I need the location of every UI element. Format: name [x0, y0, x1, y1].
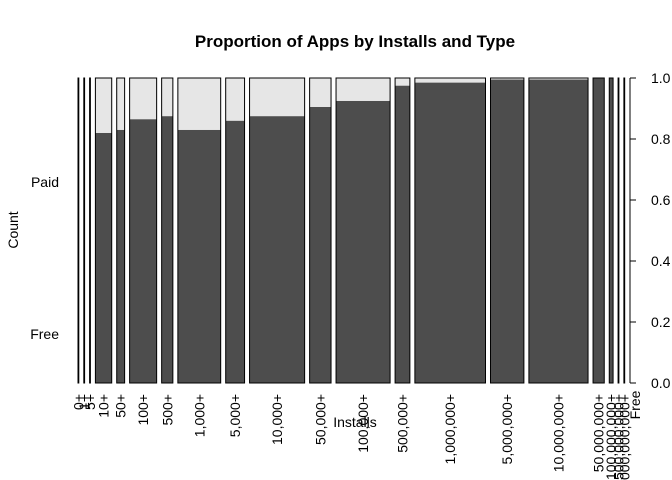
x-tick-label: 5+	[82, 394, 98, 410]
x-tick-label: 5,000+	[227, 394, 243, 437]
bar-outline-100000000	[608, 77, 614, 384]
x-tick-label: 100,000+	[355, 394, 371, 453]
x-tick-label: 10+	[96, 394, 112, 418]
x-tick-label: 500,000,000+	[610, 394, 626, 480]
bar-outline-50	[116, 77, 126, 384]
x-tick-label: 100,000,000+	[603, 394, 619, 480]
right-axis-side-label: Free	[627, 390, 643, 419]
bar-free-5000	[225, 120, 245, 383]
bar-outline-1000000	[414, 77, 486, 384]
bar-paid-500000	[395, 78, 410, 86]
chart-title: Proportion of Apps by Installs and Type	[195, 32, 515, 51]
bar-outline-500	[161, 77, 174, 384]
bar-outline-1	[83, 77, 86, 384]
bar-outline-10000	[249, 77, 306, 384]
level-label-paid: Paid	[31, 174, 59, 190]
right-axis-tick-label: 1.0	[651, 70, 671, 86]
x-tick-label: 1,000,000+	[442, 394, 458, 464]
bar-outline-100	[129, 77, 158, 384]
bar-outline-1000000000	[623, 77, 626, 384]
x-tick-label: 1,000,000,000+	[616, 394, 632, 480]
x-tick-label: 1+	[76, 394, 92, 410]
right-axis-tick-label: 0.4	[651, 253, 671, 269]
x-tick-label: 0+	[70, 394, 86, 410]
bar-paid-100	[129, 78, 157, 120]
bar-outline-500000000	[617, 77, 620, 384]
x-tick-label: 5,000,000+	[499, 394, 515, 464]
bar-outline-50000000	[592, 77, 605, 384]
x-tick-label: 100+	[135, 394, 151, 426]
y-axis-title: Count	[5, 211, 21, 248]
bar-free-50000000	[593, 78, 605, 383]
x-tick-label: 500+	[159, 394, 175, 426]
x-tick-labels: 0+1+5+10+ 50+ 100+ 500+ 1,000+ 5,000+ 10,000+ 5…	[70, 394, 632, 480]
bar-free-500000	[395, 85, 410, 383]
bar-paid-50	[116, 78, 125, 130]
bar-paid-100000	[336, 78, 391, 101]
bar-free-50	[116, 129, 125, 383]
bar-paid-10000	[249, 78, 305, 117]
bar-free-500	[161, 116, 173, 383]
bar-outline-10000000	[528, 77, 589, 384]
bar-free-10000	[249, 116, 305, 383]
bar-outline-0	[77, 77, 80, 384]
bar-free-100000000	[609, 78, 614, 383]
bar-outline-5000000	[489, 77, 525, 384]
bar-paid-10	[95, 78, 112, 133]
right-axis-tick-label: 0.6	[651, 192, 671, 208]
bars-group	[77, 77, 626, 384]
bar-paid-1000	[177, 78, 221, 130]
bar-outline-5	[89, 77, 91, 384]
bar-free-100000	[336, 100, 391, 383]
bar-paid-10000000	[528, 78, 589, 80]
x-tick-label: 1,000+	[191, 394, 207, 437]
x-tick-label: 500,000+	[394, 394, 410, 453]
right-axis-tick-label: 0.8	[651, 131, 671, 147]
x-tick-label: 10,000,000+	[550, 394, 566, 472]
x-tick-label: 10,000+	[269, 394, 285, 445]
right-axis: 0.0 0.2 0.4 0.6 0.8 1.0	[629, 70, 671, 391]
x-axis-title: Installs	[333, 414, 377, 430]
bar-outline-1000	[177, 77, 222, 384]
bar-outline-10	[94, 77, 113, 384]
right-axis-tick-label: 0.2	[651, 314, 671, 330]
bar-paid-50000	[309, 78, 332, 107]
bar-free-50000	[309, 106, 332, 383]
x-tick-label: 50,000,000+	[591, 394, 607, 472]
bar-free-1000000	[414, 82, 486, 383]
bar-free-10000000	[528, 79, 589, 384]
level-label-free: Free	[30, 326, 59, 342]
bar-free-10	[95, 132, 112, 383]
x-tick-label: 50+	[113, 394, 129, 418]
bar-outline-100000	[335, 77, 391, 384]
right-axis-tick-label: 0.0	[651, 375, 671, 391]
bar-paid-5000	[225, 78, 245, 121]
bar-paid-5000000	[490, 78, 524, 80]
bar-free-1000	[177, 129, 221, 383]
x-tick-label: 50,000+	[312, 394, 328, 445]
bar-outline-500000	[394, 77, 411, 384]
bar-outline-5000	[225, 77, 246, 384]
bar-paid-500	[161, 78, 173, 117]
bar-paid-1000000	[414, 78, 486, 83]
bar-free-100	[129, 119, 157, 384]
bar-free-5000000	[490, 79, 524, 384]
bar-outline-50000	[309, 77, 332, 384]
